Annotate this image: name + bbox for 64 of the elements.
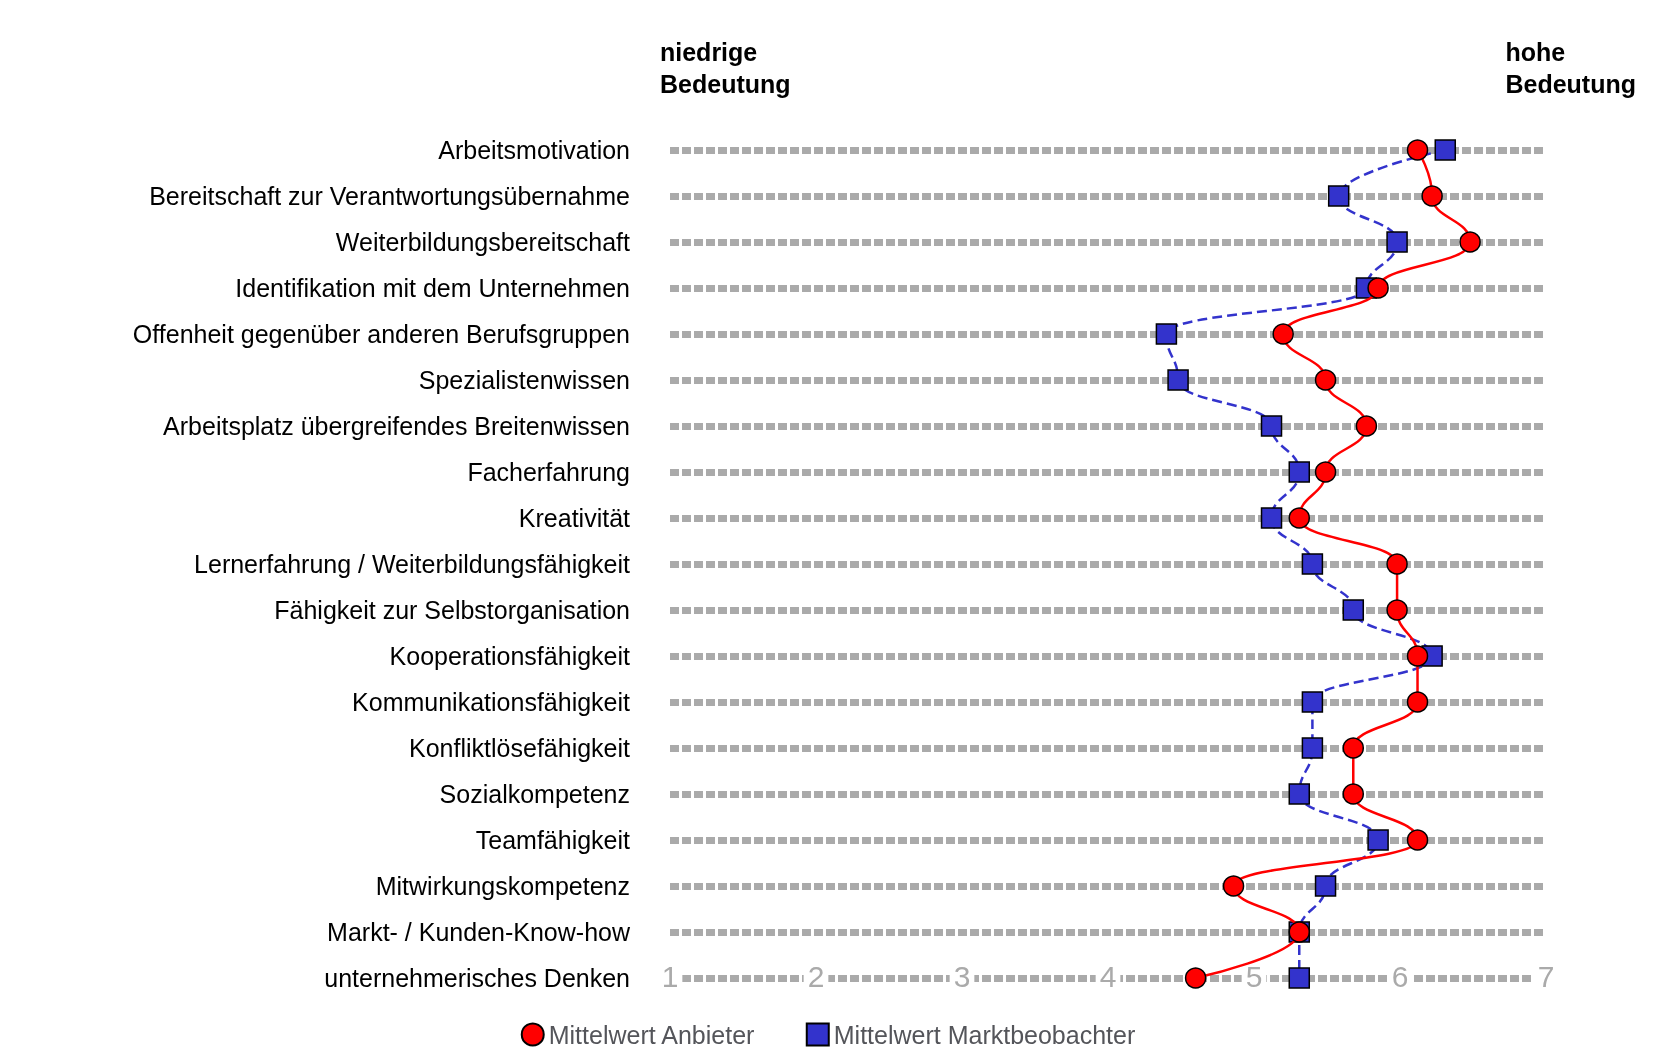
y-tick-label: Kreativität — [518, 504, 631, 532]
point — [1272, 323, 1294, 345]
point — [1406, 645, 1429, 667]
point — [1342, 599, 1365, 621]
point — [1386, 231, 1408, 253]
point — [1288, 967, 1311, 989]
y-tick-label: unternehmerisches Denken — [324, 964, 630, 992]
y-tick-label: Offenheit gegenüber anderen Berufsgruppen — [132, 320, 630, 348]
point — [1301, 553, 1324, 575]
y-tick-label: Markt- / Kunden-Know-how — [327, 918, 631, 946]
point — [1434, 139, 1457, 161]
point — [1367, 277, 1389, 299]
point — [1288, 507, 1311, 529]
point — [1314, 369, 1337, 391]
x-tick-label: 2 — [807, 959, 825, 993]
point — [1342, 783, 1365, 805]
point — [1314, 461, 1337, 483]
point — [1406, 139, 1429, 161]
x-tick-label: 7 — [1537, 959, 1555, 993]
point — [1386, 599, 1408, 621]
point — [1288, 783, 1311, 805]
y-tick-label: Spezialistenwissen — [418, 366, 630, 394]
point — [1327, 185, 1350, 207]
x-tick-label: 6 — [1391, 959, 1409, 993]
y-tick-label: Bereitschaft zur Verantwortungsübernahme — [149, 182, 630, 210]
y-tick-label: Identifikation mit dem Unternehmen — [235, 274, 630, 302]
y-tick-label: Teamfähigkeit — [475, 826, 631, 854]
point — [1342, 737, 1365, 759]
point — [1406, 829, 1429, 851]
point — [1260, 415, 1283, 437]
y-tick-label: Fähigkeit zur Selbstorganisation — [274, 596, 630, 624]
y-tick-label: Sozialkompetenz — [439, 780, 630, 808]
point — [1386, 553, 1408, 575]
x-tick-label: 3 — [953, 959, 971, 993]
text: hohe Bedeutung — [1505, 38, 1636, 98]
point — [1184, 967, 1207, 989]
point — [1301, 737, 1324, 759]
x-tick-label: 4 — [1099, 959, 1117, 993]
point — [1288, 461, 1311, 483]
x-tick-label: 1 — [661, 959, 679, 993]
legend-label: Mittelwert Marktbeobachter — [833, 1020, 1136, 1049]
point — [1406, 691, 1429, 713]
point — [1167, 369, 1189, 391]
text: niedrige Bedeutung — [660, 38, 791, 98]
point — [1314, 875, 1337, 897]
x-tick-label: 5 — [1245, 959, 1263, 993]
point — [1301, 691, 1324, 713]
point — [1155, 323, 1178, 345]
y-tick-label: Konfliktlösefähigkeit — [409, 734, 631, 762]
y-tick-label: Kommunikationsfähigkeit — [352, 688, 631, 716]
point — [1260, 507, 1283, 529]
legend-label: Mittelwert Anbieter — [548, 1020, 755, 1049]
point — [1222, 875, 1245, 897]
y-tick-label: Mitwirkungskompetenz — [375, 872, 630, 900]
y-tick-label: Kooperationsfähigkeit — [389, 642, 631, 670]
point — [1421, 185, 1443, 207]
y-tick-label: Arbeitsplatz übergreifendes Breitenwissen — [163, 412, 630, 440]
y-tick-label: Weiterbildungsbereitschaft — [335, 228, 631, 256]
point — [1367, 829, 1389, 851]
y-tick-label: Arbeitsmotivation — [438, 136, 630, 164]
y-tick-label: Facherfahrung — [467, 458, 630, 486]
point — [1459, 231, 1481, 253]
point — [1355, 415, 1378, 437]
y-tick-label: Lernerfahrung / Weiterbildungsfähigkeit — [194, 550, 631, 578]
